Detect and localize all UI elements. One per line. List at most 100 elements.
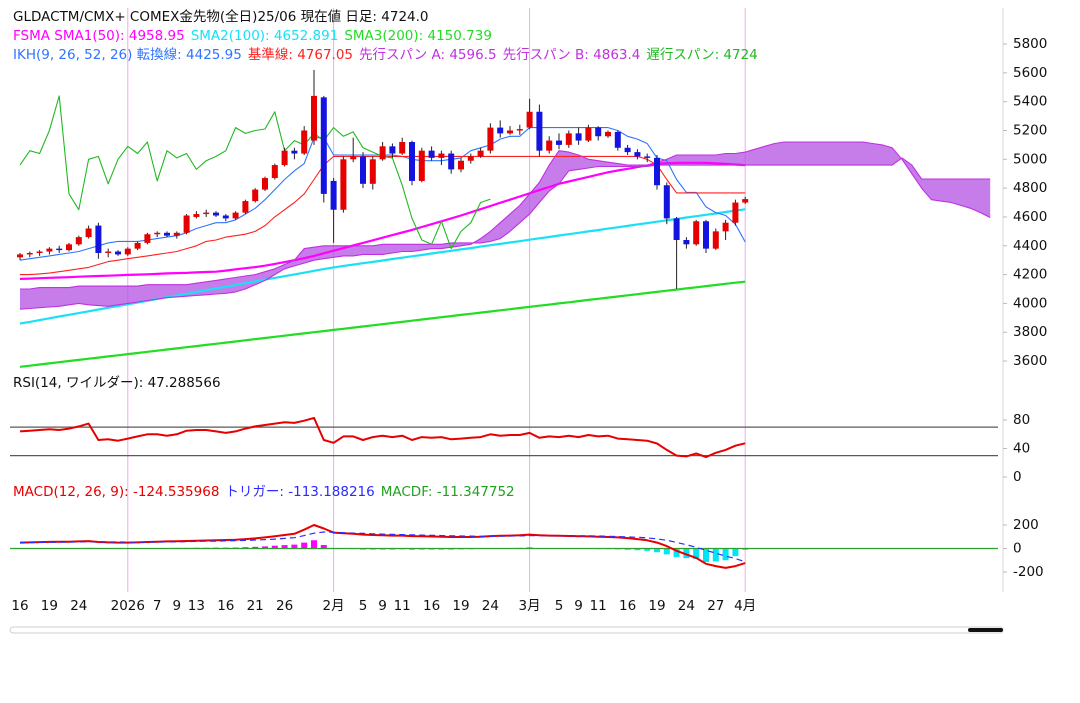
indicator-line xyxy=(19,280,746,368)
candle-body xyxy=(634,152,641,157)
y-tick-label: 4400 xyxy=(1013,238,1047,254)
histogram-bar xyxy=(703,548,709,563)
indicator-line xyxy=(19,95,491,250)
legend-entry: RSI(14, ワイルダー): 47.288566 xyxy=(13,375,221,391)
candle-body xyxy=(154,232,161,235)
candle-body xyxy=(75,237,82,245)
histogram-bar xyxy=(742,548,749,550)
candle-body xyxy=(565,133,572,145)
x-tick-label: 11 xyxy=(590,598,607,614)
histogram-bar xyxy=(654,548,660,553)
candle-body xyxy=(467,156,474,161)
candle-body xyxy=(369,159,376,184)
y-tick-label: 80 xyxy=(1013,412,1030,428)
y-tick-label: 0 xyxy=(1013,469,1022,485)
candle-body xyxy=(693,221,700,245)
macd-legend: MACD(12, 26, 9): -124.535968 トリガー: -113.1… xyxy=(13,483,521,502)
y-tick-label: 0 xyxy=(1013,540,1022,556)
x-tick-label: 7 xyxy=(153,598,162,614)
legend-row: FSMA SMA1(50): 4958.95 SMA2(100): 4652.89… xyxy=(13,27,764,46)
y-tick-label: 3600 xyxy=(1013,353,1047,369)
histogram-bar xyxy=(683,548,690,559)
x-tick-label: 16 xyxy=(619,598,636,614)
candle-body xyxy=(301,130,308,154)
indicator-line xyxy=(19,416,746,459)
scrollbar[interactable] xyxy=(9,626,1004,634)
candle-body xyxy=(507,130,513,134)
x-tick-label: 21 xyxy=(247,598,264,614)
x-tick-label: 24 xyxy=(70,598,87,614)
candle-body xyxy=(556,140,562,145)
trigger-line xyxy=(19,531,746,563)
histogram-bar xyxy=(271,545,278,549)
legend-entry: 先行スパン A: 4596.5 xyxy=(359,47,497,63)
indicator-line xyxy=(20,155,746,276)
x-tick-label: 16 xyxy=(11,598,28,614)
histogram-bar xyxy=(644,548,651,551)
x-tick-label: 26 xyxy=(276,598,293,614)
legend-entry: MACDF: -11.347752 xyxy=(380,484,515,500)
legend-row: IKH(9, 26, 52, 26) 転換線: 4425.95 基準線: 4767… xyxy=(13,46,764,65)
candle-body xyxy=(703,221,709,249)
legend-entry: FSMA SMA1(50): 4958.95 xyxy=(13,28,185,44)
candle-body xyxy=(497,127,504,134)
x-tick-label: 16 xyxy=(423,598,440,614)
candle-body xyxy=(311,95,317,141)
histogram-bar xyxy=(732,548,739,557)
candle-body xyxy=(95,225,102,253)
candle-body xyxy=(291,150,298,154)
candle-body xyxy=(36,251,43,253)
candle-body xyxy=(575,133,582,141)
legend-entry: SMA3(200): 4150.739 xyxy=(344,28,492,44)
histogram-bar xyxy=(252,546,259,549)
candle-body xyxy=(458,160,464,170)
candle-body xyxy=(732,202,739,223)
indicator-line xyxy=(19,161,746,280)
candle-body xyxy=(232,212,239,219)
legend-entry: トリガー: -113.188216 xyxy=(225,484,375,500)
y-tick-label: 200 xyxy=(1013,517,1039,533)
histogram-bar xyxy=(673,548,680,557)
candle-body xyxy=(624,147,631,153)
y-tick-label: 4000 xyxy=(1013,295,1047,311)
y-tick-label: -200 xyxy=(1013,564,1044,580)
histogram-bar xyxy=(301,542,308,549)
histogram-bar xyxy=(320,544,327,549)
candle-body xyxy=(605,131,611,137)
candle-body xyxy=(213,212,219,216)
candle-body xyxy=(193,214,200,217)
x-tick-label: 4月 xyxy=(734,598,756,614)
y-tick-label: 4600 xyxy=(1013,209,1047,225)
title: GLDACTM/CMX+ COMEX金先物(全日)25/06 現在値 日足: 4… xyxy=(13,9,429,25)
candle-body xyxy=(487,127,494,151)
candle-body xyxy=(17,254,23,258)
candle-body xyxy=(595,127,602,137)
candle-body xyxy=(428,150,435,158)
candle-body xyxy=(712,231,719,249)
candle-body xyxy=(526,111,533,128)
scrollbar-thumb[interactable] xyxy=(968,628,1003,632)
candle-body xyxy=(164,232,170,236)
histogram-bar xyxy=(722,548,729,561)
candle-body xyxy=(340,159,347,210)
histogram-bar xyxy=(634,548,641,551)
candle-body xyxy=(360,156,366,184)
histogram-bar xyxy=(712,548,719,562)
x-tick-label: 16 xyxy=(217,598,234,614)
candle-body xyxy=(722,222,729,232)
candle-body xyxy=(183,215,190,233)
candle-body xyxy=(448,153,455,170)
candle-body xyxy=(654,157,660,186)
x-tick-label: 2月 xyxy=(323,598,345,614)
histogram-bar xyxy=(281,545,288,549)
candle-body xyxy=(252,189,259,202)
y-tick-label: 5800 xyxy=(1013,36,1047,52)
x-tick-label: 19 xyxy=(452,598,469,614)
candle-body xyxy=(262,178,268,190)
candle-body xyxy=(585,127,592,141)
candle-body xyxy=(614,131,621,148)
legend-entry: 先行スパン B: 4863.4 xyxy=(502,47,641,63)
candle-body xyxy=(663,185,670,219)
